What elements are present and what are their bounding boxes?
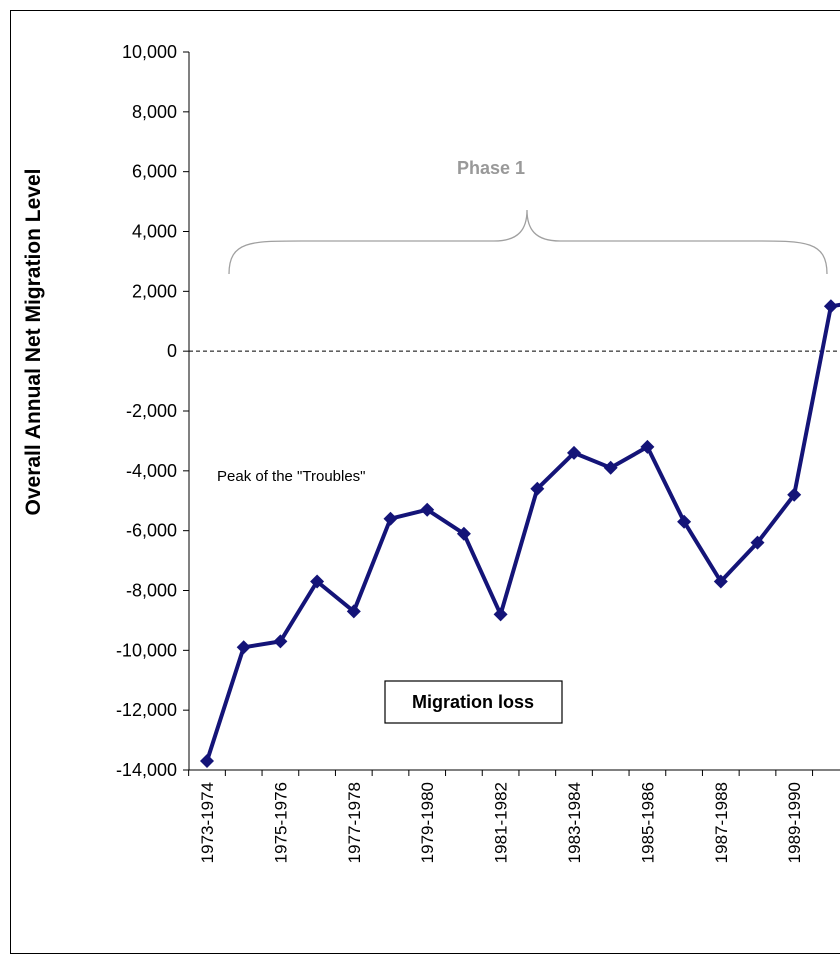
phase-annotation: Phase 1 [228,158,828,275]
data-point-marker [493,607,508,622]
y-ticks: 10,000 8,000 6,000 4,000 2,000 0 -2,000 -4,000 -… [116,42,189,780]
y-tick-label: 6,000 [132,162,177,182]
y-tick-label: 10,000 [122,42,177,62]
x-tick-label: 1987-1988 [712,782,731,863]
data-point-marker [603,460,618,475]
data-point-marker [713,574,728,589]
x-tick-label: 1983-1984 [565,782,584,863]
x-tick-label: 1973-1974 [198,782,217,863]
y-tick-label: -12,000 [116,700,177,720]
x-tick-label: 1975-1976 [271,782,290,863]
data-point-marker [677,514,692,529]
chart-frame: 10,000 8,000 6,000 4,000 2,000 0 -2,000 -4,000 -… [10,10,840,954]
y-tick-label: -4,000 [126,461,177,481]
data-point-marker [273,634,288,649]
migration-loss-box-border [384,680,563,724]
data-point-marker [750,535,765,550]
x-tick-label: 1985-1986 [638,782,657,863]
x-tick-label: 1981-1982 [492,782,511,863]
data-point-marker [456,526,471,541]
data-point-marker [567,445,581,460]
y-tick-label: 2,000 [132,281,177,301]
y-tick-label: 4,000 [132,222,177,242]
phase-label: Phase 1 [457,158,525,178]
data-point-marker [383,511,398,526]
phase-brace [228,209,828,275]
x-tick-label: 1989-1990 [785,782,804,863]
x-tick-label: 1977-1978 [345,782,364,863]
data-point-marker [823,299,838,314]
y-tick-label: -10,000 [116,640,177,660]
migration-loss-label: Migration loss [412,692,534,712]
y-tick-label: -8,000 [126,581,177,601]
y-tick-label: -14,000 [116,760,177,780]
data-point-marker [200,754,214,768]
data-point-marker [310,574,325,589]
data-point-marker [787,487,802,502]
chart-svg: 10,000 8,000 6,000 4,000 2,000 0 -2,000 -4,000 -… [22,42,840,863]
y-tick-label: -2,000 [126,401,177,421]
y-tick-label: -6,000 [126,521,177,541]
data-point-marker [530,481,545,496]
data-point-marker [346,604,361,619]
data-point-marker [420,502,435,517]
y-tick-label: 8,000 [132,102,177,122]
x-ticks: 1973-1974 1975-1976 1977-1978 1979-1980 1981… [188,770,814,863]
peak-troubles-label: Peak of the "Troubles" [217,468,366,485]
y-tick-label: 0 [167,341,177,361]
series-net-migration [200,299,840,768]
data-point-marker [236,640,251,655]
data-point-marker [640,439,655,454]
y-axis-label: Overall Annual Net Migration Level [22,169,45,516]
x-tick-label: 1979-1980 [418,782,437,863]
migration-loss-box: Migration loss [384,680,563,724]
